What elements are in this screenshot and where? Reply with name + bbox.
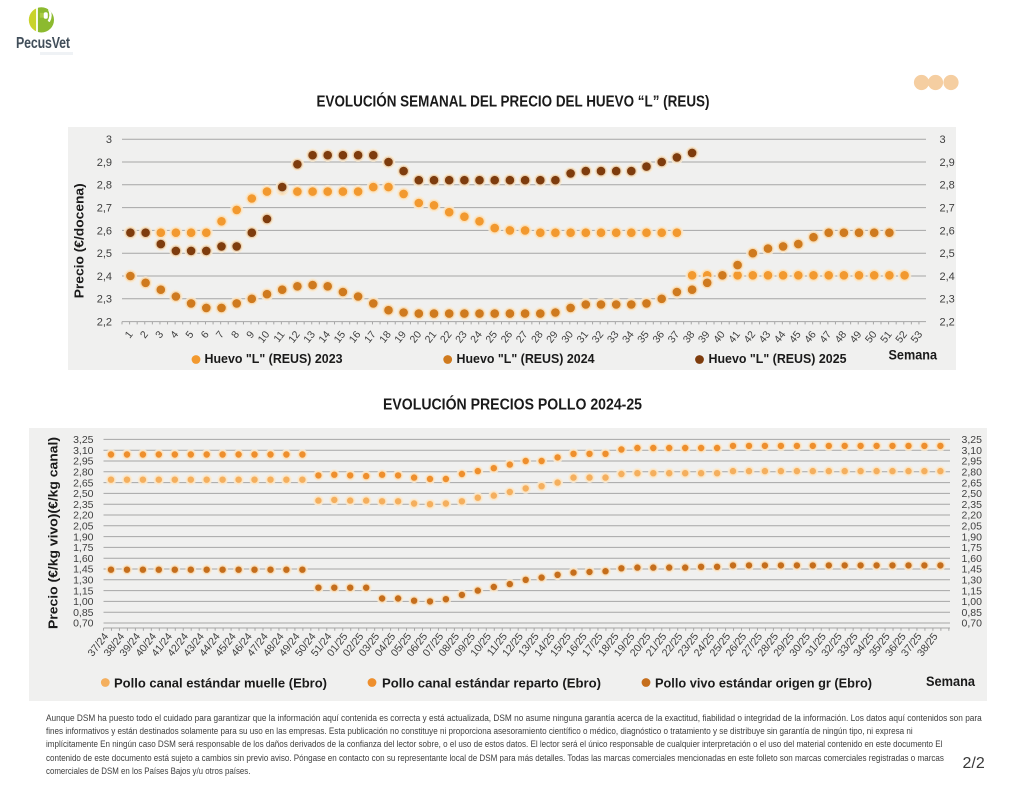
svg-text:Huevo "L" (REUS) 2025: Huevo "L" (REUS) 2025 bbox=[709, 351, 847, 366]
svg-text:3,10: 3,10 bbox=[73, 445, 94, 457]
svg-text:1,90: 1,90 bbox=[962, 531, 983, 543]
svg-text:0,85: 0,85 bbox=[962, 607, 983, 619]
svg-text:0,70: 0,70 bbox=[962, 618, 983, 630]
svg-text:Precio (€/docena): Precio (€/docena) bbox=[72, 183, 87, 298]
svg-text:1,00: 1,00 bbox=[73, 596, 94, 608]
svg-text:Semana: Semana bbox=[889, 347, 938, 362]
svg-text:EVOLUCIÓN PRECIOS POLLO 2024-2: EVOLUCIÓN PRECIOS POLLO 2024-25 bbox=[383, 395, 642, 414]
svg-text:2,9: 2,9 bbox=[97, 157, 112, 169]
svg-text:Precio (€/kg vivo)(€/kg canal): Precio (€/kg vivo)(€/kg canal) bbox=[46, 437, 61, 629]
svg-text:0,85: 0,85 bbox=[73, 607, 94, 619]
svg-text:2,3: 2,3 bbox=[940, 294, 955, 306]
svg-text:1,30: 1,30 bbox=[73, 575, 94, 587]
svg-text:3: 3 bbox=[106, 134, 112, 146]
svg-text:2,6: 2,6 bbox=[97, 225, 112, 237]
svg-text:2,65: 2,65 bbox=[962, 477, 983, 489]
svg-text:2,35: 2,35 bbox=[73, 499, 94, 511]
svg-text:Semana: Semana bbox=[926, 674, 975, 689]
svg-text:2,9: 2,9 bbox=[940, 157, 955, 169]
svg-text:1,75: 1,75 bbox=[962, 542, 983, 554]
svg-text:2,80: 2,80 bbox=[73, 467, 94, 479]
svg-text:2,20: 2,20 bbox=[73, 510, 94, 522]
svg-text:0,70: 0,70 bbox=[73, 618, 94, 630]
svg-text:Pollo canal estándar reparto (: Pollo canal estándar reparto (Ebro) bbox=[382, 676, 601, 691]
svg-text:2,7: 2,7 bbox=[97, 203, 112, 215]
svg-text:1,45: 1,45 bbox=[962, 564, 983, 576]
svg-text:2,6: 2,6 bbox=[940, 225, 955, 237]
svg-text:2,8: 2,8 bbox=[97, 180, 112, 192]
svg-text:2,20: 2,20 bbox=[962, 510, 983, 522]
svg-text:1,45: 1,45 bbox=[73, 564, 94, 576]
svg-text:2,8: 2,8 bbox=[940, 180, 955, 192]
svg-text:2,05: 2,05 bbox=[73, 521, 94, 533]
svg-text:2,5: 2,5 bbox=[97, 248, 112, 260]
svg-text:2,05: 2,05 bbox=[962, 521, 983, 533]
svg-text:1,30: 1,30 bbox=[962, 575, 983, 587]
svg-text:1,15: 1,15 bbox=[73, 585, 94, 597]
svg-text:3,10: 3,10 bbox=[962, 445, 983, 457]
svg-text:3: 3 bbox=[940, 134, 946, 146]
svg-text:Huevo "L" (REUS) 2023: Huevo "L" (REUS) 2023 bbox=[205, 351, 343, 366]
svg-text:2,35: 2,35 bbox=[962, 499, 983, 511]
svg-text:2,2: 2,2 bbox=[97, 317, 112, 329]
svg-text:2,50: 2,50 bbox=[962, 488, 983, 500]
svg-text:3,25: 3,25 bbox=[73, 434, 94, 446]
svg-text:2,5: 2,5 bbox=[940, 248, 955, 260]
svg-text:2,4: 2,4 bbox=[97, 271, 112, 283]
svg-text:1,75: 1,75 bbox=[73, 542, 94, 554]
svg-text:2,65: 2,65 bbox=[73, 477, 94, 489]
svg-text:2,95: 2,95 bbox=[962, 456, 983, 468]
svg-text:Pollo canal estándar muelle (E: Pollo canal estándar muelle (Ebro) bbox=[114, 676, 327, 691]
svg-text:2,7: 2,7 bbox=[940, 203, 955, 215]
svg-text:2,50: 2,50 bbox=[73, 488, 94, 500]
svg-text:2,80: 2,80 bbox=[962, 467, 983, 479]
svg-text:2,4: 2,4 bbox=[940, 271, 955, 283]
svg-text:1,60: 1,60 bbox=[73, 553, 94, 565]
svg-text:2,3: 2,3 bbox=[97, 294, 112, 306]
svg-text:1,90: 1,90 bbox=[73, 531, 94, 543]
svg-text:1,15: 1,15 bbox=[962, 585, 983, 597]
svg-text:2,2: 2,2 bbox=[940, 317, 955, 329]
svg-text:EVOLUCIÓN SEMANAL DEL PRECIO D: EVOLUCIÓN SEMANAL DEL PRECIO DEL HUEVO “… bbox=[317, 92, 710, 111]
svg-text:Huevo "L" (REUS) 2024: Huevo "L" (REUS) 2024 bbox=[457, 351, 596, 366]
svg-text:3,25: 3,25 bbox=[962, 434, 983, 446]
svg-text:1,00: 1,00 bbox=[962, 596, 983, 608]
svg-text:2,95: 2,95 bbox=[73, 456, 94, 468]
svg-text:1,60: 1,60 bbox=[962, 553, 983, 565]
svg-text:Pollo vivo estándar origen gr: Pollo vivo estándar origen gr (Ebro) bbox=[655, 676, 872, 691]
